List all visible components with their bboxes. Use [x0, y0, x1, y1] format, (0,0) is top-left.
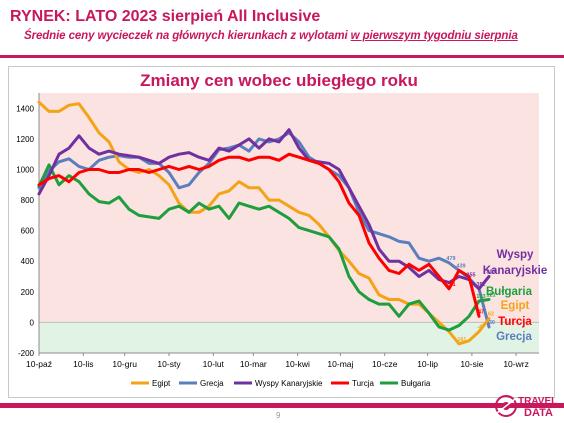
x-tick-label: 10-cze [372, 359, 398, 369]
data-label: -30 [487, 320, 495, 326]
y-tick-label: 1400 [16, 104, 34, 113]
series-end-label: Bułgaria [486, 286, 533, 298]
x-tick-label: 10-wrz [503, 359, 529, 369]
series-line-turcja [37, 152, 481, 318]
legend-label: Wyspy Kanaryjskie [255, 379, 323, 388]
x-tick-label: 10-kwi [285, 359, 310, 369]
x-tick-label: 10-gru [112, 359, 137, 369]
y-tick-label: 200 [21, 288, 35, 297]
svg-text:TRAVEL: TRAVEL [518, 396, 557, 407]
series-end-label: Grecja [496, 331, 532, 343]
legend-label: Egipt [152, 379, 171, 388]
y-tick-label: -200 [18, 349, 35, 358]
x-tick-label: 10-paź [26, 359, 52, 369]
footer-bar [0, 403, 564, 408]
page-number: 9 [276, 411, 281, 420]
series-line-wyspy-kanaryjskie [37, 128, 491, 291]
legend-label: Turcja [352, 379, 374, 388]
chart-frame: Zmiany cen wobec ubiegłego roku -200 0 200 4… [8, 66, 555, 398]
y-tick-label: 0 [30, 318, 35, 327]
x-tick-label: 10-sty [157, 359, 181, 369]
data-label: 47 [478, 309, 484, 315]
data-label: 352 [476, 282, 485, 288]
line-chart: Zmiany cen wobec ubiegłego roku -200 0 200 4… [16, 71, 548, 388]
data-label: 479 [446, 256, 455, 262]
data-label: 303 [486, 270, 495, 276]
data-label: 221 [446, 282, 455, 288]
series-end-label: Wyspy Kanaryjskie [483, 249, 548, 277]
x-tick-label: 10-lis [73, 359, 93, 369]
data-label: -47 [477, 325, 485, 331]
legend-label: Bułgaria [401, 379, 431, 388]
page-title: RYNEK: LATO 2023 sierpień All Inclusive [10, 8, 321, 25]
x-tick-label: 10-lut [203, 359, 225, 369]
y-tick-label: 600 [21, 227, 35, 236]
series-end-label: Egipt [501, 300, 530, 312]
y-tick-label: 800 [21, 196, 35, 205]
x-tick-label: 10-maj [327, 359, 353, 369]
x-tick-label: 10-mar [240, 359, 267, 369]
data-label: -161 [455, 337, 466, 343]
legend-label: Grecja [200, 379, 224, 388]
subtitle-underlined-text: w pierwszym tygodniu sierpnia [350, 30, 518, 42]
x-tick-label: 10-lip [417, 359, 438, 369]
y-tick-label: 400 [21, 257, 35, 266]
series-line-bułgaria [37, 163, 491, 332]
page-subtitle: Średnie ceny wycieczek na głównych kieru… [24, 30, 518, 42]
series-line-grecja [37, 131, 491, 329]
chart-title: Zmiany cen wobec ubiegłego roku [140, 71, 418, 90]
travel-data-logo: TRAVEL DATA [495, 395, 557, 419]
x-tick-label: 10-sie [460, 359, 483, 369]
data-label: 439 [456, 263, 465, 269]
header-divider [0, 55, 564, 58]
series-end-label: Turcja [498, 316, 532, 328]
y-tick-label: 1000 [16, 165, 34, 174]
data-label: 62 [488, 312, 494, 318]
data-label: 133 [476, 294, 485, 300]
data-label: 121 [486, 292, 495, 298]
svg-text:DATA: DATA [524, 407, 553, 419]
subtitle-text: Średnie ceny wycieczek na głównych kieru… [24, 30, 351, 42]
y-tick-label: 1200 [16, 135, 34, 144]
data-label: 355 [466, 273, 475, 279]
